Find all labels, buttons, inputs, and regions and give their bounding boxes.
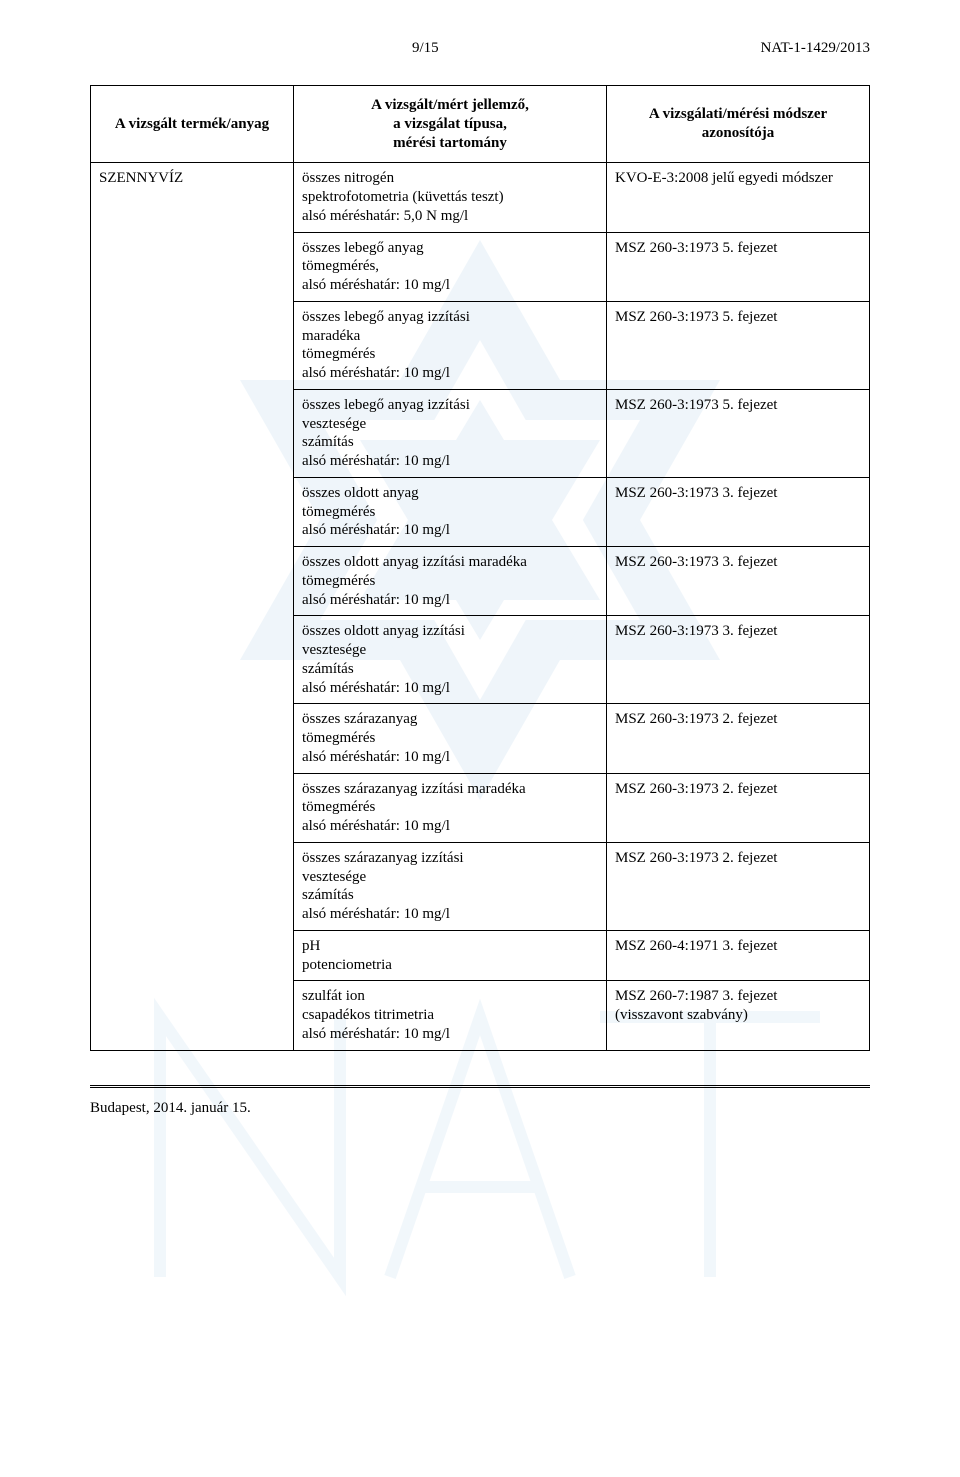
table-row: SZENNYVÍZösszes nitrogénspektrofotometri… — [91, 163, 870, 232]
method-cell: MSZ 260-3:1973 5. fejezet — [607, 232, 870, 301]
param-cell: összes szárazanyag izzítási maradékatöme… — [294, 773, 607, 842]
method-cell: MSZ 260-3:1973 5. fejezet — [607, 301, 870, 389]
param-cell: szulfát ioncsapadékos titrimetriaalsó mé… — [294, 981, 607, 1050]
col-product-header: A vizsgált termék/anyag — [91, 86, 294, 163]
method-cell: MSZ 260-3:1973 5. fejezet — [607, 389, 870, 477]
footer-date: Budapest, 2014. január 15. — [90, 1100, 870, 1117]
col-method-header: A vizsgálati/mérési módszerazonosítója — [607, 86, 870, 163]
page-number: 9/15 — [412, 40, 439, 57]
method-cell: MSZ 260-3:1973 2. fejezet — [607, 773, 870, 842]
method-cell: MSZ 260-3:1973 3. fejezet — [607, 477, 870, 546]
param-cell: összes lebegő anyag izzításiveszteségesz… — [294, 389, 607, 477]
param-cell: pHpotenciometria — [294, 930, 607, 981]
param-cell: összes szárazanyag izzításiveszteségeszá… — [294, 842, 607, 930]
footer-rule — [90, 1085, 870, 1088]
col-param-header: A vizsgált/mért jellemző,a vizsgálat típ… — [294, 86, 607, 163]
param-cell: összes oldott anyagtömegmérésalsó mérésh… — [294, 477, 607, 546]
method-cell: MSZ 260-4:1971 3. fejezet — [607, 930, 870, 981]
spec-table: A vizsgált termék/anyag A vizsgált/mért … — [90, 85, 870, 1051]
param-cell: összes oldott anyag izzítási maradékatöm… — [294, 547, 607, 616]
param-cell: összes oldott anyag izzításiveszteségesz… — [294, 616, 607, 704]
product-cell: SZENNYVÍZ — [91, 163, 294, 1050]
method-cell: MSZ 260-3:1973 3. fejezet — [607, 616, 870, 704]
method-cell: MSZ 260-3:1973 3. fejezet — [607, 547, 870, 616]
param-cell: összes szárazanyagtömegmérésalsó mérésha… — [294, 704, 607, 773]
method-cell: MSZ 260-3:1973 2. fejezet — [607, 842, 870, 930]
param-cell: összes lebegő anyag izzításimaradékatöme… — [294, 301, 607, 389]
method-cell: MSZ 260-3:1973 2. fejezet — [607, 704, 870, 773]
param-cell: összes nitrogénspektrofotometria (küvett… — [294, 163, 607, 232]
method-cell: KVO-E-3:2008 jelű egyedi módszer — [607, 163, 870, 232]
param-cell: összes lebegő anyagtömegmérés,alsó mérés… — [294, 232, 607, 301]
doc-id: NAT-1-1429/2013 — [761, 40, 870, 57]
method-cell: MSZ 260-7:1987 3. fejezet(visszavont sza… — [607, 981, 870, 1050]
